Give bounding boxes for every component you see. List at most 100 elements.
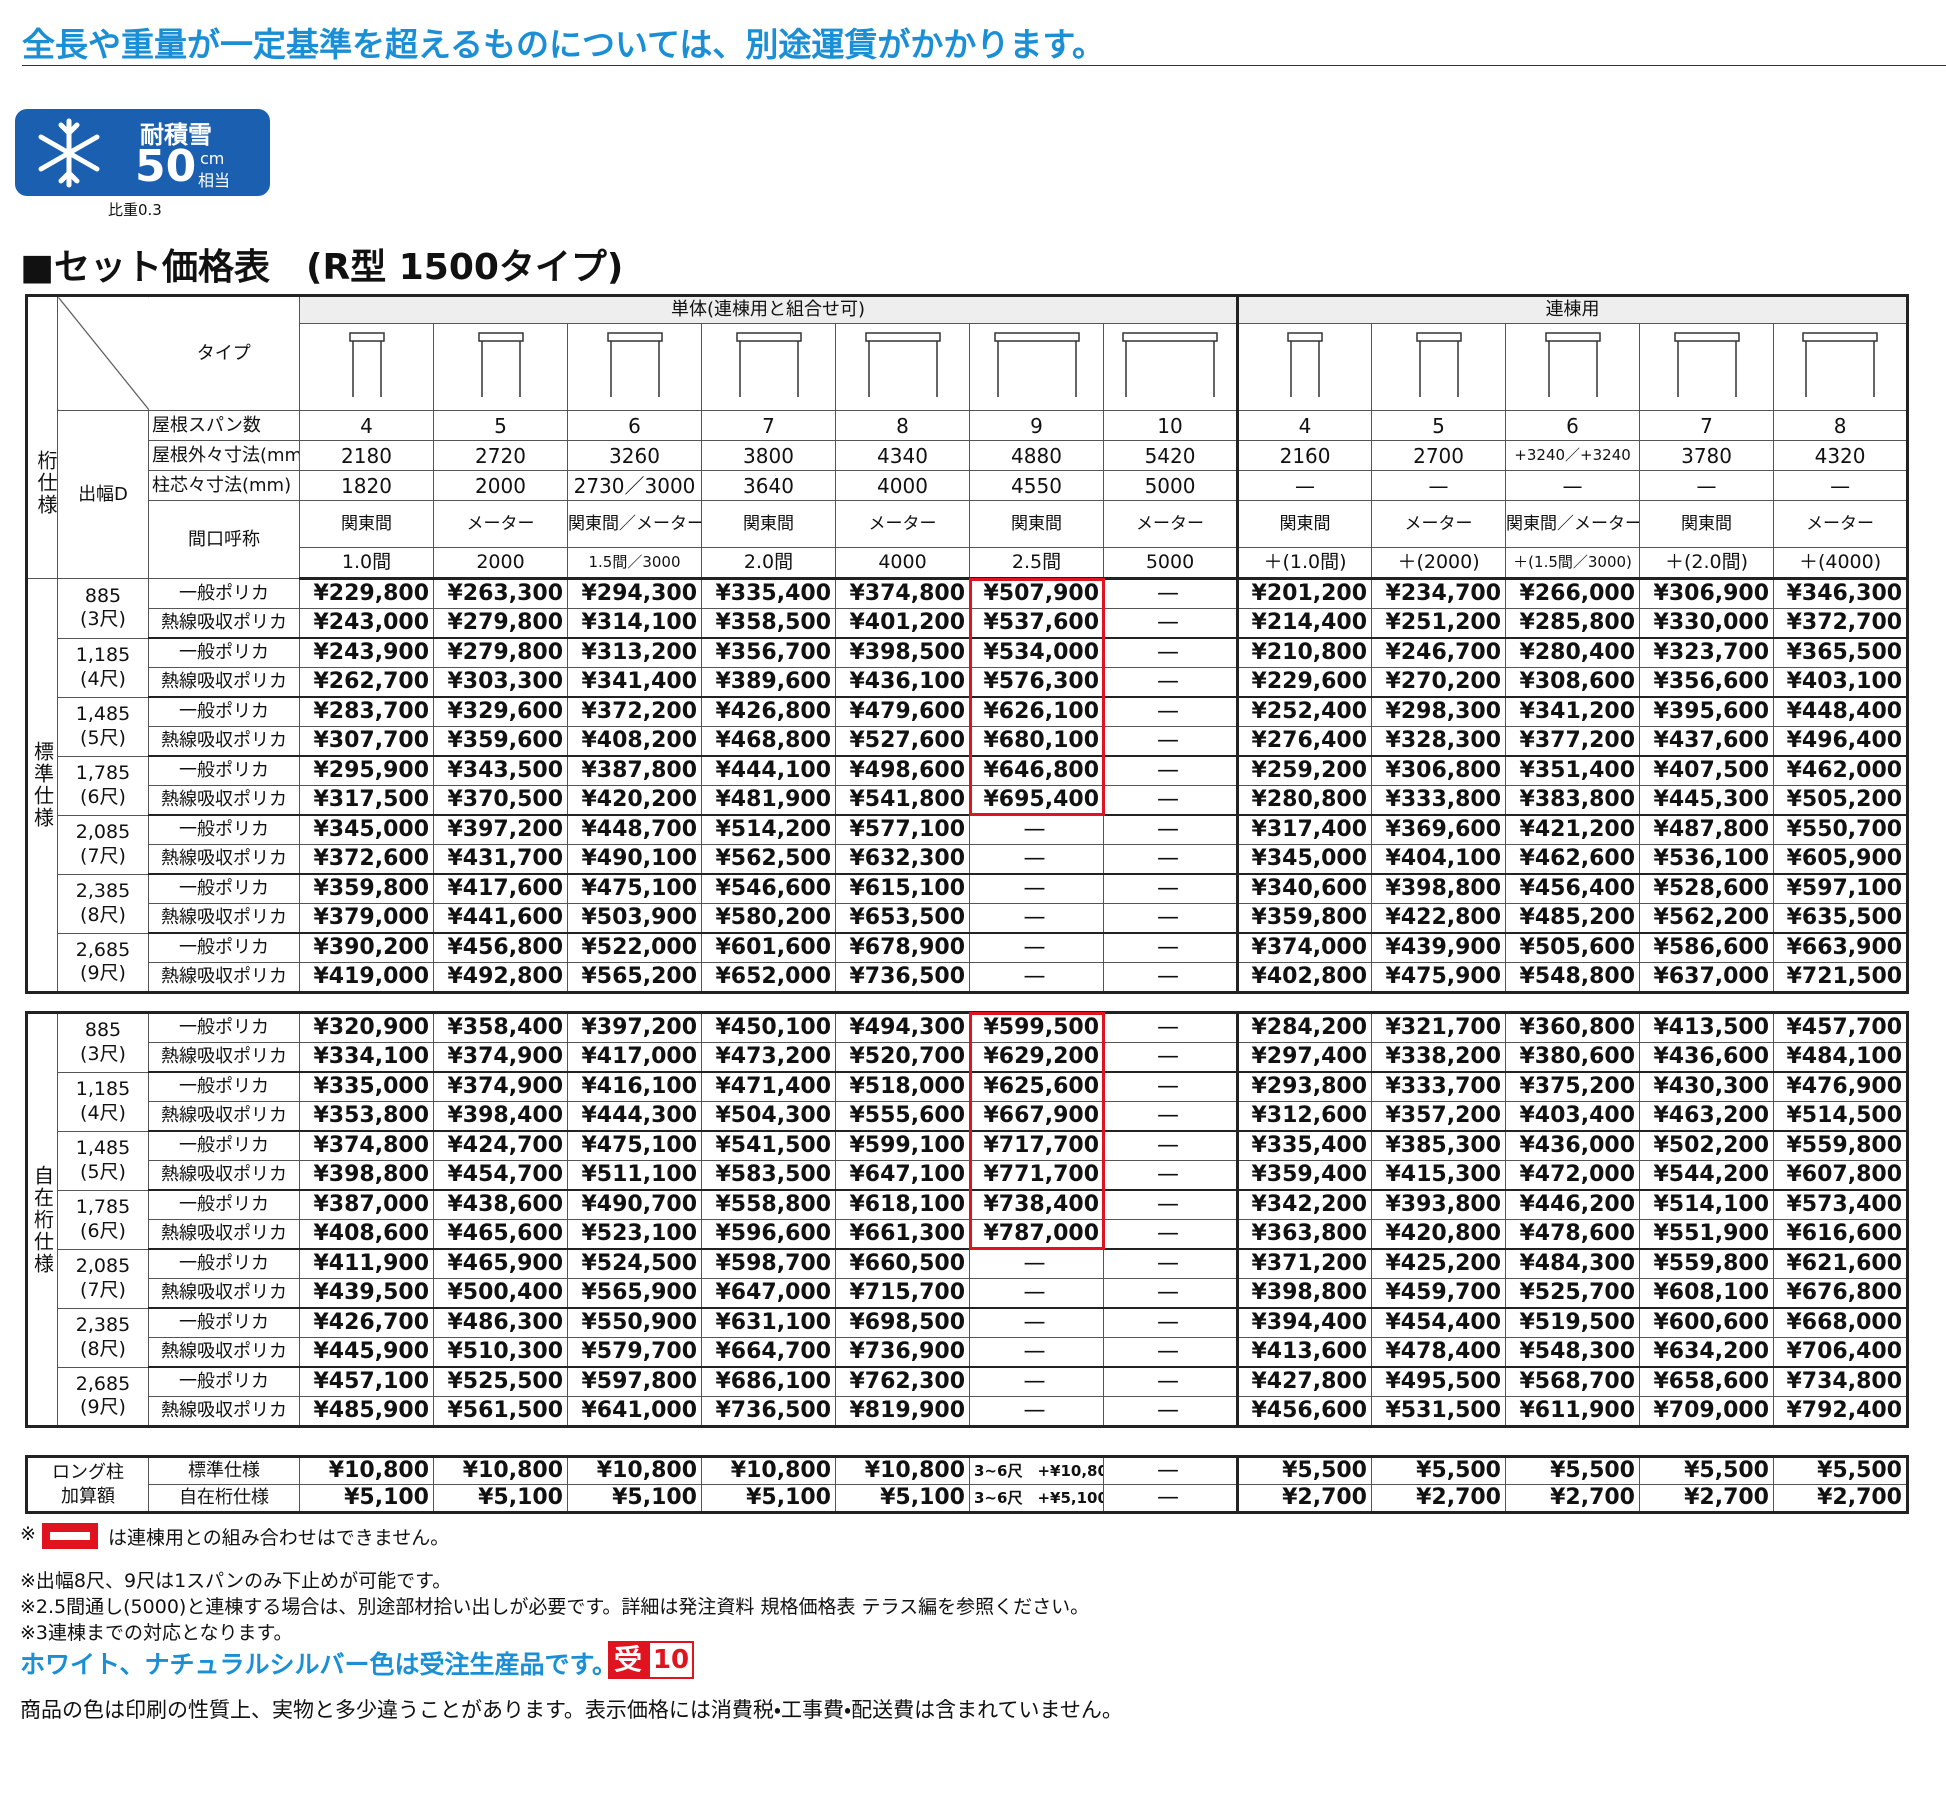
order-days: 10: [648, 1641, 694, 1679]
price-cell: ¥468,800: [701, 726, 836, 757]
price-cell: ¥383,800: [1505, 785, 1641, 816]
price-cell: ¥664,700: [701, 1337, 836, 1368]
price-row: 熱線吸収ポリカ ¥439,500 ¥500,400 ¥565,900 ¥647,000 ¥…: [27, 1278, 1908, 1309]
price-cell: ¥709,000: [1639, 1396, 1774, 1428]
price-cell: —: [1102, 932, 1239, 963]
type-icon: [1122, 332, 1218, 397]
width-shaku: (5尺): [80, 726, 126, 749]
outer-value: 3780: [1639, 440, 1775, 471]
roof-type: 熱線吸収ポリカ: [148, 1219, 300, 1250]
price-cell: ¥771,700: [969, 1160, 1104, 1191]
width-value: 1,785: [75, 1195, 131, 1218]
type-icon: [735, 332, 802, 397]
price-cell: —: [1102, 873, 1239, 904]
price-cell: ¥402,800: [1236, 962, 1373, 994]
price-cell: ¥346,300: [1773, 578, 1909, 609]
frontage-value: 5000: [1102, 547, 1239, 580]
roof-type: 一般ポリカ: [148, 873, 300, 904]
price-cell: ¥478,600: [1505, 1219, 1640, 1250]
type-icon-cell: [701, 323, 836, 411]
spec-label: 桁仕様: [26, 295, 58, 579]
frontage-name: メーター: [1102, 500, 1239, 548]
frontage-name: メーター: [433, 500, 568, 548]
price-row: 熱線吸収ポリカ ¥262,700 ¥303,300 ¥341,400 ¥389,600 ¥…: [27, 667, 1909, 698]
type-icon-cell: [1505, 323, 1641, 411]
section-label: 標準仕様: [26, 578, 58, 993]
price-cell: ¥678,900: [835, 932, 970, 963]
price-cell: ¥284,200: [1236, 1012, 1372, 1043]
diagonal-cell: [57, 295, 149, 411]
price-cell: ¥481,900: [701, 785, 836, 816]
price-cell: —: [969, 1248, 1104, 1279]
roof-type: 一般ポリカ: [148, 932, 300, 963]
price-cell: ¥398,800: [299, 1160, 434, 1191]
price-cell: —: [1103, 1307, 1238, 1338]
pillar-value: 3640: [701, 470, 836, 501]
price-cell: ¥695,400: [969, 785, 1104, 816]
price-cell: —: [1102, 578, 1239, 609]
price-cell: ¥374,800: [835, 578, 970, 609]
price-cell: ¥448,400: [1773, 696, 1909, 727]
width-shaku: (7尺): [80, 844, 126, 867]
price-row: 1,185 (4尺) 一般ポリカ ¥335,000 ¥374,900 ¥416,100 ¥4…: [27, 1071, 1908, 1132]
roof-type: 一般ポリカ: [148, 1071, 300, 1102]
price-cell: ¥340,600: [1236, 873, 1373, 904]
price-cell: ¥10,800: [433, 1456, 568, 1485]
badge-note: 比重0.3: [108, 201, 162, 219]
price-cell: ¥397,200: [433, 814, 568, 845]
row-label: 屋根スパン数: [148, 410, 300, 441]
price-cell: ¥471,400: [701, 1071, 836, 1102]
price-cell: ¥408,200: [567, 726, 702, 757]
price-cell: ¥266,000: [1505, 578, 1641, 609]
price-cell: ¥413,600: [1236, 1337, 1372, 1368]
price-cell: ¥559,800: [1773, 1130, 1908, 1161]
price-cell: ¥438,600: [433, 1189, 568, 1220]
price-cell: ¥401,200: [835, 608, 970, 639]
price-cell: ¥607,800: [1773, 1160, 1908, 1191]
price-cell: ¥531,500: [1371, 1396, 1506, 1428]
price-cell: ¥439,500: [299, 1278, 434, 1309]
price-cell: ¥472,000: [1505, 1160, 1640, 1191]
price-cell: ¥5,500: [1639, 1456, 1774, 1485]
type-icon: [606, 332, 663, 397]
price-cell: ¥10,800: [567, 1456, 702, 1485]
price-cell: —: [1103, 1189, 1238, 1220]
roof-type: 熱線吸収ポリカ: [148, 785, 300, 816]
price-row: 1,785 (6尺) 一般ポリカ ¥295,900 ¥343,500 ¥387,800 ¥4…: [27, 755, 1909, 816]
frontage-name: 関東間: [701, 500, 836, 548]
badge-unit: cm: [200, 149, 225, 168]
price-cell: ¥279,800: [433, 608, 568, 639]
price-cell: 3~6尺 +¥10,800: [969, 1456, 1104, 1485]
price-cell: ¥548,800: [1505, 962, 1641, 994]
width-cell: 2,685 (9尺): [57, 1366, 149, 1427]
span-value: 5: [433, 410, 568, 441]
width-shaku: (6尺): [80, 1219, 126, 1242]
price-cell: ¥454,700: [433, 1160, 568, 1191]
width-label: 出幅D: [57, 410, 149, 579]
note-line: ※3連棟までの対応となります。: [20, 1622, 293, 1644]
price-cell: ¥634,200: [1639, 1337, 1774, 1368]
outer-value: 5420: [1102, 440, 1239, 471]
span-value: 5: [1371, 410, 1507, 441]
price-cell: ¥463,200: [1639, 1101, 1774, 1132]
price-cell: ¥387,000: [299, 1189, 434, 1220]
price-cell: ¥698,500: [835, 1307, 970, 1338]
price-cell: ¥394,400: [1236, 1307, 1372, 1338]
price-cell: ¥573,400: [1773, 1189, 1908, 1220]
legend-mark: ※: [20, 1523, 36, 1545]
note-line: ※出幅8尺、9尺は1スパンのみ下止めが可能です。: [20, 1570, 452, 1592]
span-value: 6: [1505, 410, 1641, 441]
price-cell: ¥534,000: [969, 637, 1104, 668]
price-cell: ¥342,200: [1236, 1189, 1372, 1220]
price-cell: ¥351,400: [1505, 755, 1641, 786]
title-rule: [22, 65, 1946, 66]
roof-type: 熱線吸収ポリカ: [148, 726, 300, 757]
price-cell: —: [1102, 608, 1239, 639]
frontage-value: ＋(1.0間): [1236, 547, 1373, 580]
price-cell: ¥524,500: [567, 1248, 702, 1279]
price-cell: ¥270,200: [1371, 667, 1507, 698]
width-value: 885: [84, 1019, 122, 1041]
price-cell: ¥5,100: [701, 1484, 836, 1513]
price-cell: —: [969, 1337, 1104, 1368]
price-cell: ¥371,200: [1236, 1248, 1372, 1279]
